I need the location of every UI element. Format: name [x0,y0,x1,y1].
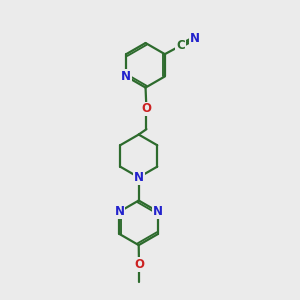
Text: O: O [134,258,144,271]
Text: C: C [176,39,185,52]
Text: N: N [190,32,200,45]
Text: N: N [153,205,163,218]
Text: N: N [134,171,144,184]
Text: N: N [114,205,124,218]
Text: N: N [121,70,131,83]
Text: O: O [141,103,152,116]
